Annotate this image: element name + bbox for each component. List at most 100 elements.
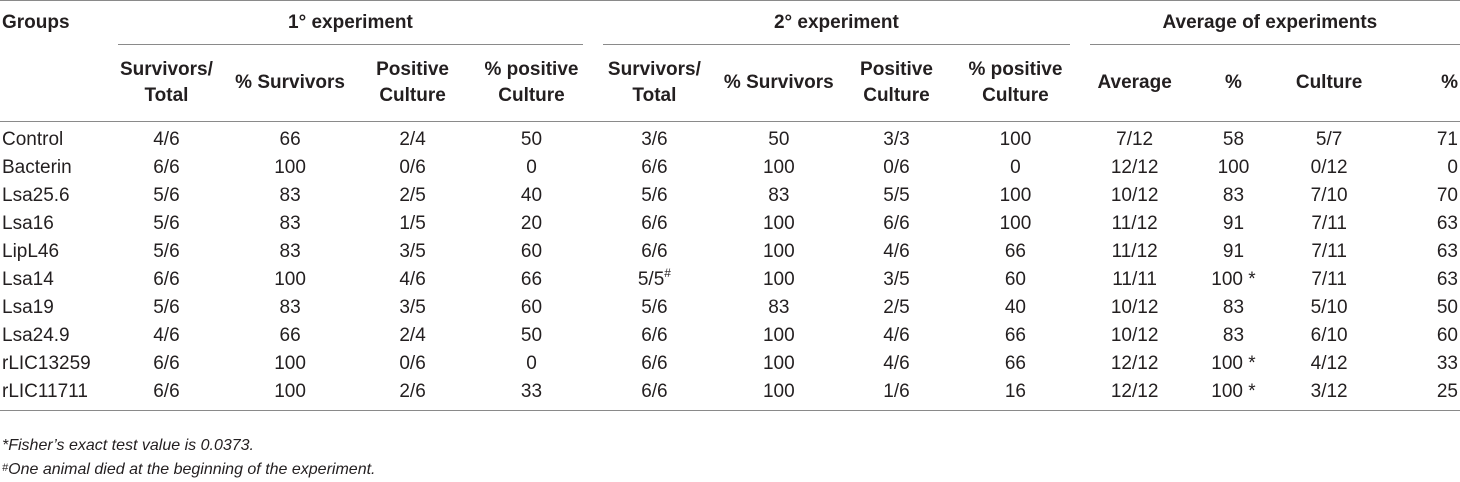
cell-e2-pc: 4/6 <box>842 238 951 266</box>
table-row: rLIC11711 6/6 100 2/6 33 6/6 100 1/6 16 12/12 100 … <box>0 378 1460 411</box>
cell-value: 2/4 <box>399 129 426 150</box>
cell-e2-ps: 83 <box>716 294 842 322</box>
cell-e1-st: 5/6 <box>108 294 225 322</box>
cell-value: 10/12 <box>1110 185 1159 206</box>
cell-value: 66 <box>279 129 301 150</box>
cell-e1-ps: 100 <box>225 154 355 182</box>
cell-avg-pct: 83 <box>1190 182 1278 210</box>
cell-e2-st: 6/6 <box>593 378 716 411</box>
cell-value: 100 <box>762 213 795 234</box>
cell-value: 7/11 <box>1311 269 1347 290</box>
exp1-positive-culture-header: Positive Culture <box>355 45 470 122</box>
cell-e1-st: 6/6 <box>108 154 225 182</box>
cell-e2-ppc: 0 <box>951 154 1080 182</box>
cell-value: 63 <box>1436 213 1458 234</box>
cell-value: 6/6 <box>153 157 180 178</box>
cell-value: 100 <box>762 241 795 262</box>
table-row: Lsa25.6 5/6 83 2/5 40 5/6 83 5/5 100 10/12 83 7/10 7… <box>0 182 1460 210</box>
cell-value: 1/6 <box>883 381 910 402</box>
cell-e2-ppc: 100 <box>951 122 1080 155</box>
cell-value: 70 <box>1436 185 1458 206</box>
cell-avg-cult: 0/12 <box>1277 154 1380 182</box>
cell-avg: 10/12 <box>1080 322 1190 350</box>
cell-value: 83 <box>279 213 301 234</box>
cell-value: 5/6 <box>153 241 180 262</box>
cell-value: rLIC11711 <box>2 381 88 402</box>
cell-avg-pct: 100 * <box>1190 266 1278 294</box>
cell-e2-pc: 3/5 <box>842 266 951 294</box>
cell-avg-pct: 91 <box>1190 238 1278 266</box>
cell-value: 100 <box>762 353 795 374</box>
cell-e2-pc: 4/6 <box>842 322 951 350</box>
cell-value: 6/6 <box>641 157 668 178</box>
exp1-header: 1° experiment <box>107 0 593 45</box>
cell-value: 5/6 <box>641 185 668 206</box>
cell-value: 100 <box>274 157 306 178</box>
cell-value: 100 <box>999 213 1032 234</box>
cell-value: 100 <box>1217 157 1250 178</box>
cell-e1-pc: 2/6 <box>355 378 470 411</box>
cell-e1-st: 4/6 <box>108 322 225 350</box>
cell-e1-ppc: 50 <box>470 122 593 155</box>
cell-value: 0/6 <box>399 353 426 374</box>
cell-e2-ps: 83 <box>716 182 842 210</box>
cell-e1-ppc: 0 <box>470 154 593 182</box>
cell-e1-ps: 83 <box>225 294 355 322</box>
cell-value: 5/5 <box>637 269 665 290</box>
cell-e2-st: 6/6 <box>593 154 716 182</box>
footnote-fisher: *Fisher’s exact test value is 0.0373. <box>2 437 254 454</box>
cell-value: 66 <box>1004 241 1026 262</box>
cell-value: 6/6 <box>153 353 180 374</box>
cell-avg: 10/12 <box>1080 294 1190 322</box>
cell-e2-ppc: 66 <box>951 350 1080 378</box>
cell-value: 4/6 <box>883 241 910 262</box>
cell-e1-pc: 2/5 <box>355 182 470 210</box>
cell-e1-st: 5/6 <box>108 210 225 238</box>
header-line: Positive <box>376 59 449 80</box>
cell-e2-ps: 50 <box>716 122 842 155</box>
cell-avg: 10/12 <box>1080 182 1190 210</box>
cell-value: 6/6 <box>153 269 180 290</box>
cell-value: 20 <box>520 213 543 234</box>
cell-value: 33 <box>520 381 543 402</box>
cell-avg-pct: 100 <box>1190 154 1278 182</box>
cell-e2-pc: 0/6 <box>842 154 951 182</box>
footnote-mark: # <box>664 266 671 280</box>
header-line: Culture <box>982 85 1049 106</box>
cell-value: 10/12 <box>1110 297 1159 318</box>
cell-value: 11/12 <box>1111 213 1158 234</box>
cell-group: rLIC11711 <box>0 378 108 411</box>
groups-header: Groups <box>0 0 108 45</box>
cell-avg-cult: 4/12 <box>1277 350 1380 378</box>
cell-value: 100 <box>999 129 1032 150</box>
cell-value: 83 <box>1222 185 1245 206</box>
cell-value: 3/5 <box>399 297 426 318</box>
cell-value: 100 * <box>1211 353 1256 374</box>
avg-pct-header: % <box>1189 45 1278 122</box>
cell-avg: 12/12 <box>1080 154 1190 182</box>
cell-value: 12/12 <box>1110 353 1159 374</box>
cell-value: 0/12 <box>1310 157 1348 178</box>
cell-value: 0/6 <box>883 157 910 178</box>
cell-value: Lsa16 <box>2 213 54 234</box>
avg-average-header: Average <box>1079 45 1190 122</box>
header-line: Survivors/ <box>607 59 701 80</box>
cell-value: 66 <box>279 325 301 346</box>
cell-value: 0/6 <box>399 157 426 178</box>
cell-value: 100 <box>274 353 306 374</box>
cell-avg: 12/12 <box>1079 378 1190 411</box>
header-line: Culture <box>863 85 930 106</box>
cell-value: 5/5 <box>883 185 910 206</box>
cell-value: 100 <box>762 157 795 178</box>
exp2-pct-positive-header: % positive Culture <box>951 45 1080 122</box>
cell-avg-cult: 6/10 <box>1277 322 1380 350</box>
cell-value: 100 * <box>1211 381 1256 402</box>
cell-value: 7/12 <box>1116 129 1154 150</box>
table-row: Control 4/6 66 2/4 50 3/6 50 3/3 100 7/12 58 5/7 71 <box>0 122 1460 155</box>
cell-avg-cult-pct: 50 <box>1381 294 1460 322</box>
cell-value: 3/12 <box>1310 381 1348 402</box>
table-body: Control 4/6 66 2/4 50 3/6 50 3/3 100 7/12 58 5/7 71 B… <box>0 122 1460 411</box>
table-row: rLIC13259 6/6 100 0/6 0 6/6 100 4/6 66 12/12 100 *… <box>0 350 1460 378</box>
cell-avg-pct: 91 <box>1190 210 1278 238</box>
table-row: Lsa14 6/6 100 4/6 66 5/5# 100 3/5 60 11/11 100 * 7/… <box>0 266 1460 294</box>
